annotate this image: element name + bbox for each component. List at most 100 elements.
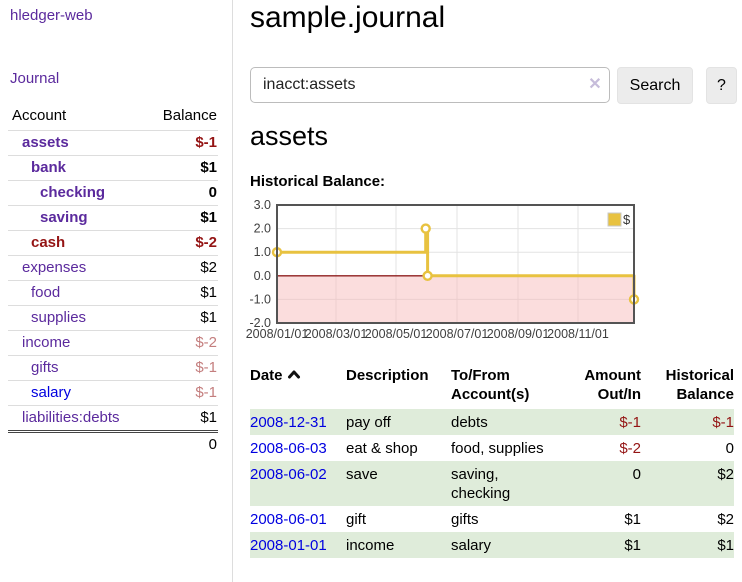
account-row: gifts $-1: [8, 355, 218, 381]
balance-chart: $ 3.0 2.0 1.0 0.0 -1.0 -2.0 2008/01/01 2…: [246, 198, 742, 348]
balance-total: 0: [158, 430, 218, 457]
account-row: income $-2: [8, 330, 218, 356]
sidebar: hledger-web Journal Account Balance asse…: [0, 0, 233, 582]
help-button[interactable]: ?: [706, 67, 737, 104]
accounts-column-header: To/From Account(s): [451, 367, 530, 403]
account-balance: $1: [158, 305, 218, 331]
svg-text:-1.0: -1.0: [249, 292, 271, 306]
transaction-date-link[interactable]: 2008-01-01: [250, 537, 327, 554]
transaction-accounts: food, supplies: [451, 440, 544, 457]
transaction-date-link[interactable]: 2008-12-31: [250, 414, 327, 431]
transaction-amount: $-1: [619, 414, 641, 431]
transaction-balance: $-1: [712, 414, 734, 431]
transaction-amount: $1: [624, 511, 641, 528]
main-content: sample.journal ✕ Search ? assets Histori…: [246, 0, 742, 582]
transaction-description: pay off: [346, 414, 391, 431]
legend-swatch: [607, 212, 622, 227]
account-link-bank[interactable]: bank: [31, 159, 67, 176]
account-balance: $-2: [158, 330, 218, 356]
chart-legend: $: [607, 212, 631, 227]
account-row: cash $-2: [8, 230, 218, 256]
transaction-accounts: saving, checking: [451, 466, 511, 502]
transaction-description: eat & shop: [346, 440, 418, 457]
account-link-saving[interactable]: saving: [40, 209, 88, 226]
sidebar-item-journal[interactable]: Journal: [10, 70, 60, 87]
svg-text:2008/09/01: 2008/09/01: [487, 327, 550, 341]
clear-search-icon[interactable]: ✕: [588, 76, 602, 93]
transaction-accounts: debts: [451, 414, 488, 431]
svg-text:2.0: 2.0: [254, 222, 271, 236]
svg-text:1.0: 1.0: [254, 245, 271, 259]
register-table: Date Description To/From Account(s) Amou…: [250, 362, 734, 558]
search-input[interactable]: [250, 67, 610, 103]
chart-frame: [276, 204, 635, 324]
account-row: food $1: [8, 280, 218, 306]
account-link-income[interactable]: income: [22, 334, 71, 351]
transaction-row: 2008-12-31 pay off debts $-1 $-1: [250, 409, 734, 435]
account-balance: $-2: [158, 230, 218, 256]
transaction-amount: $1: [624, 537, 641, 554]
app-title-link[interactable]: hledger-web: [10, 7, 93, 24]
transaction-row: 2008-06-02 save saving, checking 0 $2: [250, 461, 734, 506]
account-balance: $1: [158, 205, 218, 231]
register-header-row: Date Description To/From Account(s) Amou…: [250, 362, 734, 409]
account-link-liabilities-debts[interactable]: liabilities:debts: [22, 409, 120, 426]
search-button[interactable]: Search: [617, 67, 693, 104]
account-link-assets[interactable]: assets: [22, 134, 69, 151]
balance-column-header: Balance: [162, 107, 217, 124]
account-link-expenses[interactable]: expenses: [22, 259, 87, 276]
transaction-amount: 0: [632, 466, 641, 483]
transaction-balance: 0: [725, 440, 734, 457]
account-balance: $-1: [158, 130, 218, 156]
account-balance-table: Account Balance assets $-1 bank $1 check…: [8, 103, 218, 457]
svg-text:2008/03/01: 2008/03/01: [305, 327, 368, 341]
description-column-header: Description: [346, 367, 429, 384]
account-row: checking 0: [8, 180, 218, 206]
account-table-header: Account Balance: [8, 103, 218, 131]
account-link-checking[interactable]: checking: [40, 184, 106, 201]
date-column-header[interactable]: Date: [250, 362, 346, 409]
account-balance: $2: [158, 255, 218, 281]
search-form: ✕ Search ?: [250, 67, 742, 104]
transaction-description: gift: [346, 511, 367, 528]
account-row: liabilities:debts $1: [8, 405, 218, 432]
account-link-salary[interactable]: salary: [31, 384, 72, 401]
transaction-balance: $2: [717, 466, 734, 483]
account-link-cash[interactable]: cash: [31, 234, 66, 251]
account-balance: 0: [158, 180, 218, 206]
account-balance: $-1: [158, 355, 218, 381]
account-balance: $-1: [158, 380, 218, 406]
svg-text:2008/11/01: 2008/11/01: [547, 327, 609, 341]
sort-ascending-icon: [287, 366, 301, 385]
account-row: salary $-1: [8, 380, 218, 406]
transaction-date-link[interactable]: 2008-06-02: [250, 466, 327, 483]
account-row: saving $1: [8, 205, 218, 231]
svg-text:2008/01/01: 2008/01/01: [246, 327, 309, 341]
transaction-date-link[interactable]: 2008-06-01: [250, 511, 327, 528]
transaction-description: income: [346, 537, 395, 554]
legend-label: $: [623, 212, 631, 227]
svg-text:0.0: 0.0: [254, 269, 271, 283]
chart-title: Historical Balance:: [250, 173, 386, 190]
transaction-row: 2008-06-03 eat & shop food, supplies $-2…: [250, 435, 734, 461]
account-balance: $1: [158, 280, 218, 306]
svg-text:2008/07/01: 2008/07/01: [426, 327, 489, 341]
transaction-row: 2008-06-01 gift gifts $1 $2: [250, 506, 734, 532]
balance-column-header: Historical Balance: [665, 367, 734, 403]
svg-text:2008/05/01: 2008/05/01: [365, 327, 428, 341]
account-balance: $1: [158, 405, 218, 432]
account-link-supplies[interactable]: supplies: [31, 309, 87, 326]
account-balance: $1: [158, 155, 218, 181]
negative-region: [278, 275, 633, 322]
transaction-accounts: gifts: [451, 511, 479, 528]
transaction-date-link[interactable]: 2008-06-03: [250, 440, 327, 457]
date-header-label: Date: [250, 367, 283, 384]
amount-column-header: Amount Out/In: [584, 367, 641, 403]
account-link-food[interactable]: food: [31, 284, 61, 301]
transaction-row: 2008-01-01 income salary $1 $1: [250, 532, 734, 558]
x-axis-labels: 2008/01/01 2008/03/01 2008/05/01 2008/07…: [246, 327, 609, 341]
balance-total-row: 0: [8, 430, 218, 457]
transaction-balance: $2: [717, 511, 734, 528]
account-row: bank $1: [8, 155, 218, 181]
account-link-gifts[interactable]: gifts: [31, 359, 59, 376]
